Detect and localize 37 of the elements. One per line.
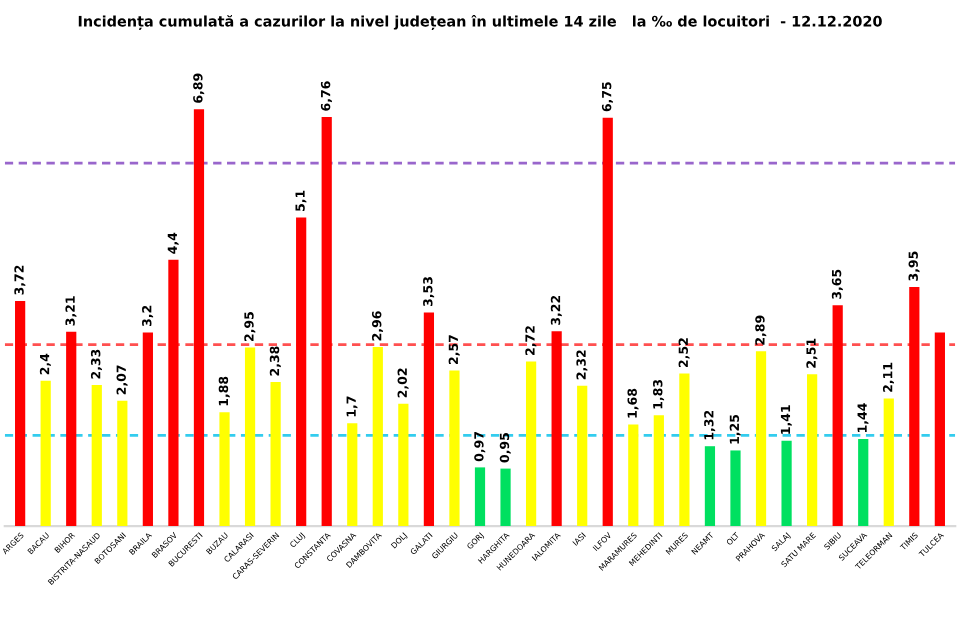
bar <box>577 385 588 527</box>
bar <box>398 403 409 527</box>
bar <box>66 331 77 527</box>
bar <box>628 424 639 527</box>
bar <box>168 259 179 527</box>
bar <box>270 382 281 527</box>
bar <box>296 217 307 527</box>
bar <box>832 305 843 527</box>
bar <box>244 347 256 527</box>
bar <box>117 400 128 527</box>
bar <box>858 438 869 527</box>
bar <box>219 412 230 527</box>
bar <box>142 332 153 527</box>
bar <box>500 468 511 527</box>
bar <box>679 373 690 527</box>
bar <box>40 380 51 527</box>
bar <box>551 331 562 527</box>
bar <box>781 440 792 527</box>
bar <box>909 287 920 527</box>
bar <box>91 385 102 527</box>
bar <box>347 423 358 527</box>
bar <box>525 361 537 527</box>
bar <box>193 109 205 527</box>
bar <box>807 374 818 527</box>
bar <box>653 415 664 527</box>
bar <box>883 398 894 527</box>
bar <box>474 467 486 527</box>
bar <box>602 117 613 527</box>
bar <box>730 450 741 527</box>
bar <box>15 300 26 527</box>
bar <box>934 332 945 527</box>
bar <box>755 351 767 527</box>
bar <box>423 312 435 527</box>
bar <box>449 370 460 527</box>
bar <box>372 346 383 527</box>
bar <box>321 117 332 527</box>
bar <box>704 446 716 527</box>
